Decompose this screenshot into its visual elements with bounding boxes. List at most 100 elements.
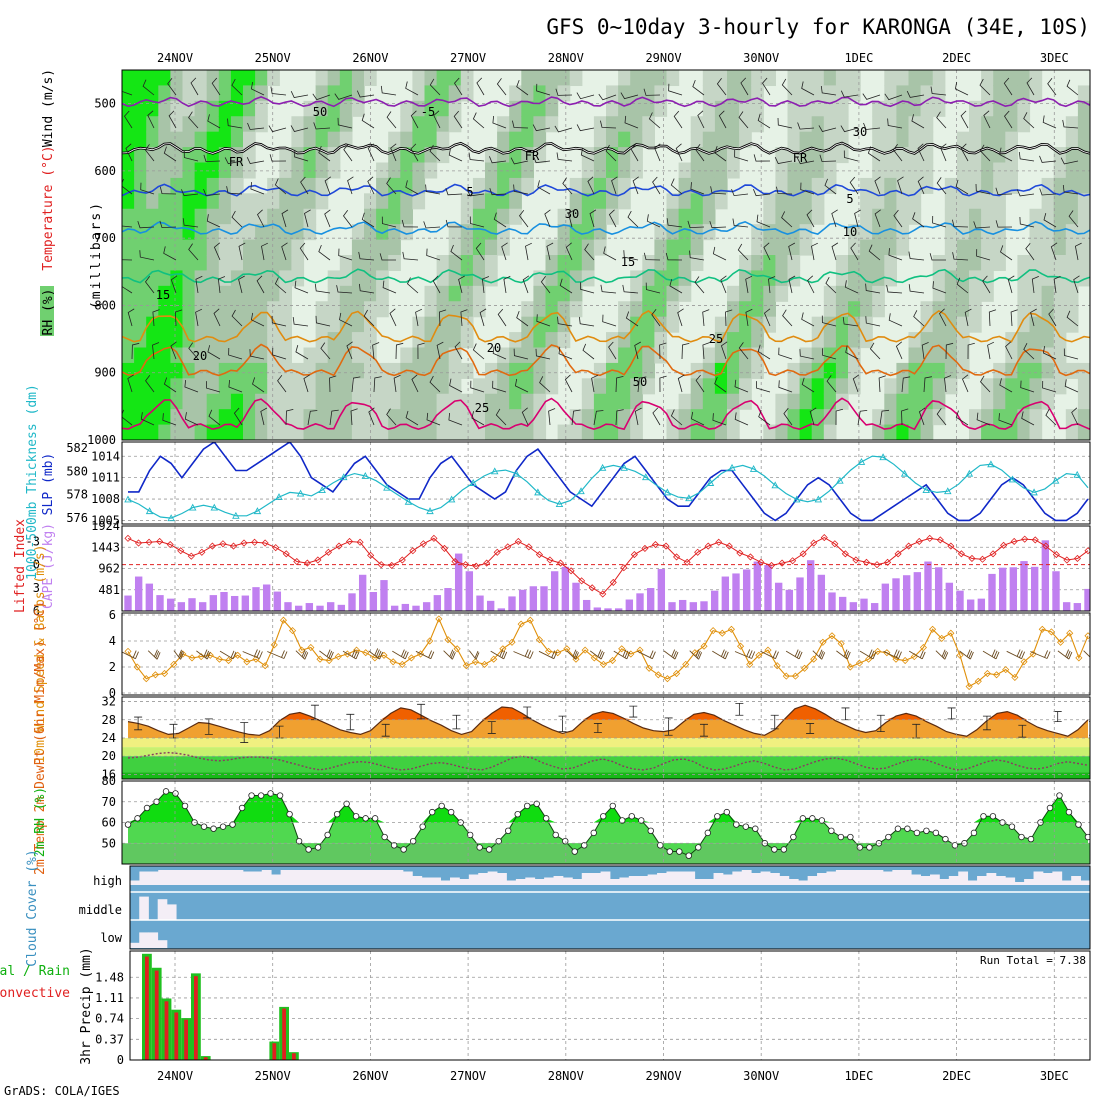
rh-cell (194, 131, 208, 148)
rh-cell (811, 70, 825, 87)
cape-bar (657, 569, 666, 611)
rh-cell (218, 378, 232, 395)
rh-cell (811, 85, 825, 102)
rh2m-marker (847, 833, 854, 841)
rh-cell (956, 224, 970, 241)
rh-cell (182, 85, 196, 102)
side-label-precip-convective: Convective (0, 986, 70, 1001)
wind-speed-marker (161, 669, 169, 678)
wind10m-barb (760, 650, 779, 660)
wind-speed-marker (700, 642, 708, 650)
rh-cell (593, 393, 607, 410)
wind-barb (145, 375, 155, 393)
wind-barb (471, 411, 485, 426)
wind-speed-marker (407, 654, 415, 662)
dewpt-band-yellow (122, 738, 1090, 748)
wind-barb (734, 379, 749, 393)
wind10m-barb (147, 649, 161, 660)
rh-cell (134, 316, 147, 333)
wind-barb (556, 152, 573, 162)
rh-cell (472, 177, 486, 194)
wind-barb (923, 376, 932, 393)
rh-cell (230, 347, 244, 364)
wind-barb (843, 150, 859, 162)
rh-cell (956, 193, 970, 210)
date-bottom-1DEC: 1DEC (844, 1069, 873, 1083)
wind-speed-marker (545, 647, 553, 655)
rh-cell (1017, 332, 1031, 349)
rh-cell (509, 424, 522, 440)
rh-cell (896, 162, 910, 179)
rh2m-marker (447, 808, 455, 816)
temp-minmax-bar (841, 707, 850, 721)
rh-cell (775, 393, 789, 410)
rh-cell (884, 70, 897, 87)
wind-barb (624, 115, 639, 129)
wind-barb (863, 122, 881, 130)
wind-barb (438, 309, 447, 327)
rh-cell (279, 193, 292, 210)
cape-bar (326, 602, 335, 611)
rh-cell (497, 224, 510, 241)
rh-cell (944, 255, 958, 272)
slp-line (128, 442, 1089, 522)
wind-barb (865, 283, 881, 294)
wind-barb (692, 79, 705, 96)
rh2m-marker (219, 823, 227, 830)
wind10m-barb (468, 650, 480, 660)
rh-cell (339, 424, 353, 440)
li-marker (789, 557, 797, 565)
rh-cell (255, 255, 268, 272)
wind-barb (862, 93, 881, 100)
cloud-clear-cell (139, 932, 149, 948)
wind-barb (709, 220, 727, 229)
li-marker (641, 544, 649, 552)
rh-cell (182, 116, 196, 133)
wind-barb (564, 374, 573, 393)
rh-cell (327, 285, 341, 302)
rh-cell (581, 409, 595, 426)
wind-barb (334, 93, 353, 100)
rh-cell (1041, 332, 1055, 349)
wind-speed-marker (773, 662, 781, 670)
wind-speed-marker (270, 641, 278, 649)
wind-barb (1062, 184, 1079, 195)
wind-barb (294, 280, 309, 294)
wind-barb (401, 219, 419, 228)
rh-cell (158, 316, 171, 333)
rh-cell (944, 332, 958, 349)
rh-cell (1053, 162, 1067, 179)
rh-cell (146, 316, 159, 333)
rh-cell (315, 100, 329, 117)
rh-cell (727, 116, 740, 133)
wind-barb (122, 278, 133, 294)
rh2m-marker (428, 808, 436, 816)
rh-cell (956, 285, 970, 302)
cloud-clear-cell (525, 877, 536, 885)
wind-speed-marker (874, 647, 882, 655)
rh-cell (848, 85, 861, 102)
wind-barb (339, 312, 353, 327)
wind-barb (450, 244, 463, 261)
rh-cell (666, 208, 680, 225)
rh-cell (981, 270, 994, 287)
rh-cell (122, 116, 135, 133)
rh-cell (908, 347, 922, 364)
wind-barb (1010, 309, 1018, 327)
wind-barb (381, 216, 397, 228)
rh-cell (666, 270, 680, 287)
cape-bar (710, 590, 719, 611)
contour-label: -5 (421, 105, 435, 119)
rh-cell (243, 255, 256, 272)
wind-barb (576, 92, 595, 100)
rh-cell (944, 378, 958, 395)
wind-barb (429, 78, 441, 96)
rh-cell (787, 239, 801, 256)
ytick-wind-2: 2 (109, 660, 116, 674)
thickness-marker (145, 507, 154, 515)
cape-bar (689, 602, 698, 611)
rh-cell (388, 409, 401, 426)
rh-cell (1065, 409, 1079, 426)
rh-cell (727, 162, 740, 179)
wind-barb (269, 154, 287, 162)
